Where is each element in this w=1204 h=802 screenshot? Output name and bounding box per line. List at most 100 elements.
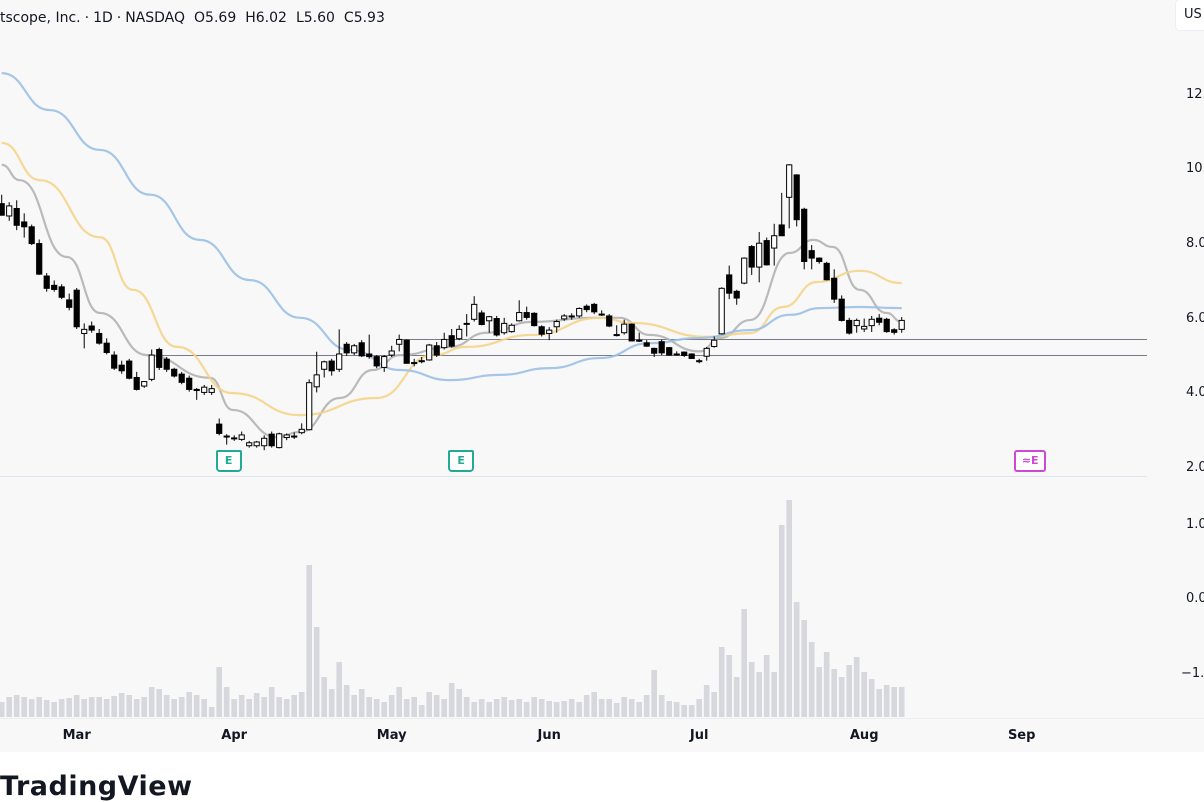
candle-body-up <box>576 307 583 317</box>
volume-bar <box>711 692 717 717</box>
candle <box>553 319 560 333</box>
volume-bar <box>126 695 132 717</box>
candle-body-down <box>876 317 883 323</box>
candle-body-down <box>763 240 770 266</box>
candle-body-up <box>613 334 620 337</box>
candle-body-up <box>516 312 523 322</box>
tradingview-logo[interactable]: TradingView <box>0 771 193 802</box>
candle-body-down <box>343 343 350 354</box>
candle-body-down <box>748 246 755 268</box>
volume-bar <box>891 687 897 717</box>
currency-button[interactable]: US <box>1176 0 1204 30</box>
candle-body-down <box>778 224 785 237</box>
candle <box>493 315 500 337</box>
candle <box>298 423 305 435</box>
candle <box>756 232 763 283</box>
candle <box>118 360 125 374</box>
candle <box>336 329 343 372</box>
candle-body-up <box>291 435 298 438</box>
volume-bar <box>13 695 20 717</box>
candle-body-down <box>358 342 365 357</box>
volume-bar <box>816 667 822 717</box>
volume-bar <box>463 697 470 717</box>
volume-bar <box>283 699 290 717</box>
volume-bar <box>763 655 770 717</box>
candle-body-down <box>838 298 845 321</box>
candle <box>508 323 515 333</box>
volume-bar <box>583 695 590 717</box>
candle-body-down <box>583 305 590 311</box>
candle-body-up <box>898 319 905 330</box>
candle-body-up <box>141 381 148 387</box>
volume-bar <box>478 699 485 717</box>
upcoming-earnings-marker[interactable]: ≈E <box>1014 450 1047 472</box>
moving-average-slow <box>1 72 902 382</box>
earnings-marker[interactable]: E <box>215 450 242 472</box>
volume-bar <box>298 692 305 717</box>
candle-body-down <box>73 289 80 328</box>
candle <box>58 284 65 300</box>
candle-body-up <box>696 360 703 363</box>
volume-bar <box>111 696 117 717</box>
candle <box>568 313 575 320</box>
volume-bar <box>253 693 260 717</box>
volume-bar <box>186 692 192 717</box>
volume-bar <box>328 689 335 717</box>
candle-body-down <box>493 318 500 336</box>
volume-bar <box>876 689 882 717</box>
candle <box>13 200 20 231</box>
candle <box>531 312 538 327</box>
candle-body-down <box>103 342 110 353</box>
candle-body-up <box>426 344 433 361</box>
candle <box>651 347 658 357</box>
symbol-legend[interactable]: tscope, Inc. · 1D · NASDAQ O5.69 H6.02 L… <box>0 10 394 26</box>
candle <box>96 328 103 345</box>
candle-body-up <box>636 339 643 342</box>
volume-bar <box>838 677 845 717</box>
earnings-marker[interactable]: E <box>448 450 475 472</box>
candle <box>538 325 545 337</box>
volume-bar <box>148 687 155 717</box>
candle-body-up <box>201 386 208 393</box>
candle <box>253 440 260 448</box>
volume-bar <box>178 697 185 717</box>
candle <box>831 269 838 303</box>
candle-body-down <box>808 250 815 259</box>
volume-bar <box>276 697 282 717</box>
volume-bar <box>103 699 110 717</box>
time-axis-label: Aug <box>849 728 879 743</box>
candle-body-up <box>486 316 493 322</box>
volume-bar <box>43 700 50 717</box>
candle <box>621 319 628 335</box>
volume-bar <box>883 685 890 717</box>
volume-bar <box>321 677 327 717</box>
legend-separator: · <box>84 10 90 26</box>
candle-body-down <box>88 325 95 331</box>
volume-bar <box>373 699 380 717</box>
candle <box>441 332 448 350</box>
candle-body-up <box>868 318 875 327</box>
volume-bar <box>741 609 747 717</box>
volume-bar <box>576 702 582 717</box>
candle <box>591 302 598 315</box>
volume-bar <box>36 697 42 717</box>
volume-bar <box>666 701 672 717</box>
symbol-name[interactable]: tscope, Inc. <box>0 10 81 26</box>
volume-bar <box>21 697 27 717</box>
volume-bar <box>793 602 800 717</box>
candle <box>748 245 755 275</box>
candle <box>876 314 883 326</box>
candle <box>268 431 275 448</box>
candle-body-down <box>328 360 335 372</box>
candle-body-down <box>58 286 65 298</box>
volume-bar <box>238 695 245 717</box>
volume-bar <box>531 697 537 717</box>
volume-bar <box>231 699 237 717</box>
volume-bar <box>868 679 875 717</box>
candle-body-up <box>471 303 478 320</box>
candle-body-up <box>336 353 343 370</box>
volume-tick: −1. <box>1181 666 1204 681</box>
candle-body-down <box>891 329 898 333</box>
interval-label[interactable]: 1D <box>93 10 113 26</box>
